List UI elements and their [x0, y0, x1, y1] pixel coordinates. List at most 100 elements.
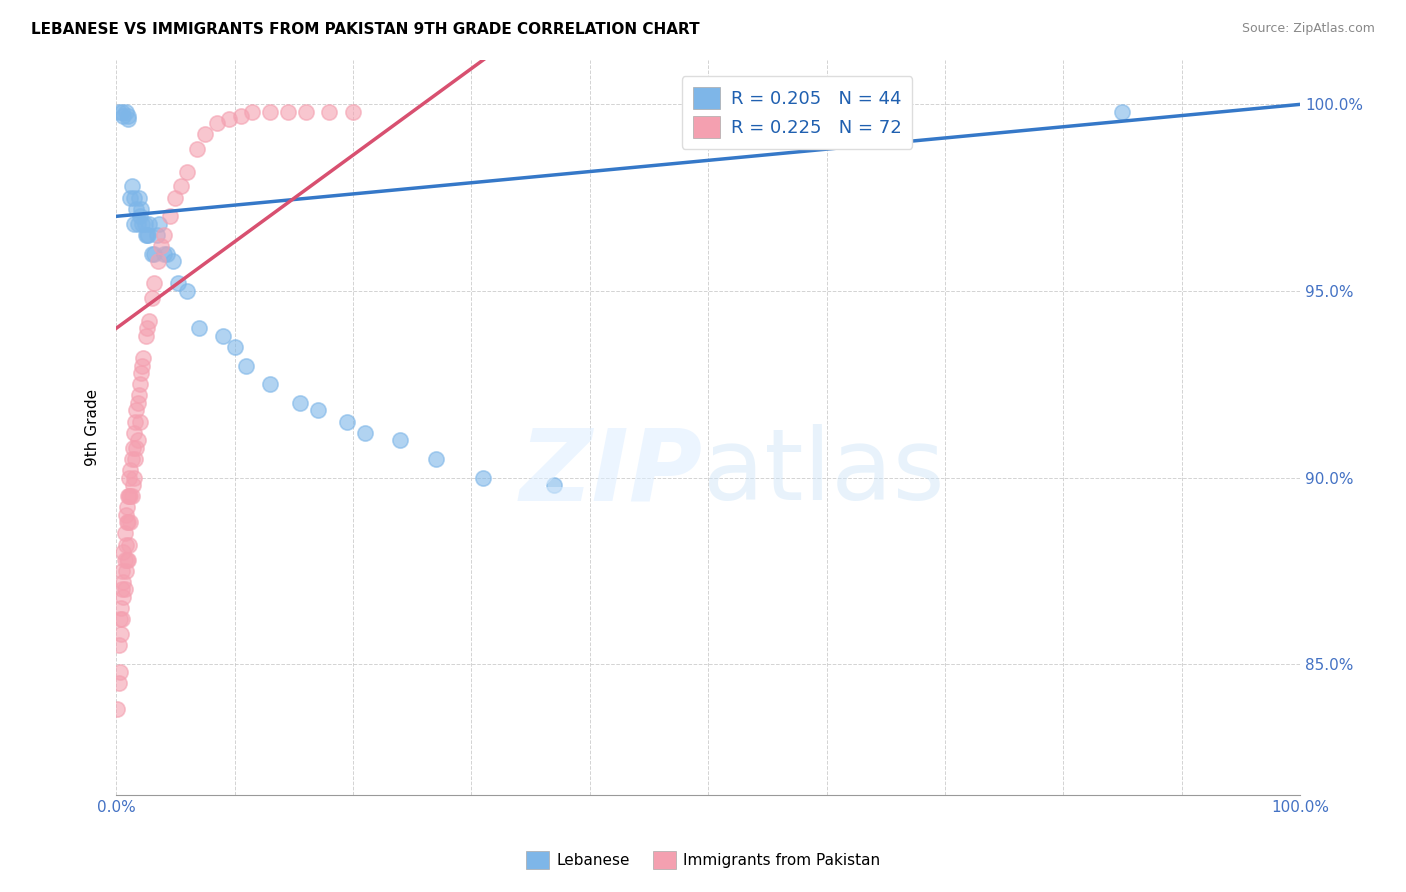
Point	[120, 489, 142, 503]
Point	[114, 582, 136, 597]
Point	[318, 104, 340, 119]
Point	[342, 104, 364, 119]
Point	[138, 217, 160, 231]
Point	[117, 112, 139, 127]
Point	[122, 470, 145, 484]
Point	[114, 104, 136, 119]
Point	[127, 434, 149, 448]
Point	[294, 104, 316, 119]
Point	[122, 425, 145, 440]
Point	[110, 601, 132, 615]
Point	[124, 415, 146, 429]
Point	[107, 639, 129, 653]
Point	[125, 202, 148, 216]
Point	[166, 277, 188, 291]
Point	[472, 470, 495, 484]
Point	[188, 321, 211, 335]
Point	[118, 489, 141, 503]
Point	[162, 254, 184, 268]
Point	[118, 538, 141, 552]
Point	[108, 665, 131, 679]
Point	[117, 516, 139, 530]
Point	[218, 112, 240, 127]
Point	[107, 104, 129, 119]
Point	[131, 217, 153, 231]
Point	[159, 210, 181, 224]
Point	[134, 217, 156, 231]
Point	[129, 210, 152, 224]
Point	[111, 582, 134, 597]
Point	[288, 396, 311, 410]
Point	[129, 415, 152, 429]
Legend: R = 0.205   N = 44, R = 0.225   N = 72: R = 0.205 N = 44, R = 0.225 N = 72	[682, 76, 912, 149]
Point	[150, 239, 173, 253]
Point	[165, 191, 187, 205]
Point	[1111, 104, 1133, 119]
Point	[224, 340, 246, 354]
Point	[143, 277, 166, 291]
Point	[135, 328, 157, 343]
Point	[112, 109, 135, 123]
Point	[156, 246, 179, 260]
Point	[259, 104, 281, 119]
Point	[389, 434, 412, 448]
Point	[110, 627, 132, 641]
Point	[277, 104, 299, 119]
Point	[118, 470, 141, 484]
Point	[132, 351, 155, 365]
Point	[107, 702, 129, 716]
Point	[176, 284, 198, 298]
Point	[425, 451, 447, 466]
Point	[124, 451, 146, 466]
Point	[129, 202, 152, 216]
Point	[143, 246, 166, 260]
Point	[170, 179, 193, 194]
Point	[141, 292, 163, 306]
Point	[131, 359, 153, 373]
Point	[136, 227, 159, 242]
Point	[111, 612, 134, 626]
Point	[122, 217, 145, 231]
Point	[354, 425, 377, 440]
Point	[259, 377, 281, 392]
Point	[186, 142, 208, 156]
Point	[135, 227, 157, 242]
Point	[146, 254, 169, 268]
Point	[120, 463, 142, 477]
Point	[152, 227, 174, 242]
Point	[152, 246, 174, 260]
Point	[128, 388, 150, 402]
Point	[125, 441, 148, 455]
Point	[307, 403, 329, 417]
Point	[112, 574, 135, 589]
Text: LEBANESE VS IMMIGRANTS FROM PAKISTAN 9TH GRADE CORRELATION CHART: LEBANESE VS IMMIGRANTS FROM PAKISTAN 9TH…	[31, 22, 700, 37]
Point	[122, 191, 145, 205]
Point	[111, 564, 134, 578]
Text: ZIP: ZIP	[520, 425, 703, 521]
Point	[211, 328, 233, 343]
Point	[112, 545, 135, 559]
Point	[229, 109, 252, 123]
Y-axis label: 9th Grade: 9th Grade	[86, 389, 100, 466]
Point	[117, 552, 139, 566]
Text: atlas: atlas	[703, 425, 945, 521]
Point	[112, 590, 135, 604]
Point	[115, 500, 138, 515]
Point	[121, 478, 143, 492]
Point	[115, 552, 138, 566]
Point	[336, 415, 359, 429]
Point	[121, 451, 143, 466]
Point	[543, 478, 565, 492]
Point	[127, 217, 149, 231]
Point	[176, 164, 198, 178]
Point	[114, 526, 136, 541]
Point	[127, 396, 149, 410]
Point	[114, 552, 136, 566]
Point	[107, 675, 129, 690]
Point	[115, 516, 138, 530]
Point	[235, 359, 257, 373]
Point	[121, 441, 143, 455]
Point	[120, 516, 142, 530]
Point	[194, 127, 217, 141]
Point	[117, 109, 139, 123]
